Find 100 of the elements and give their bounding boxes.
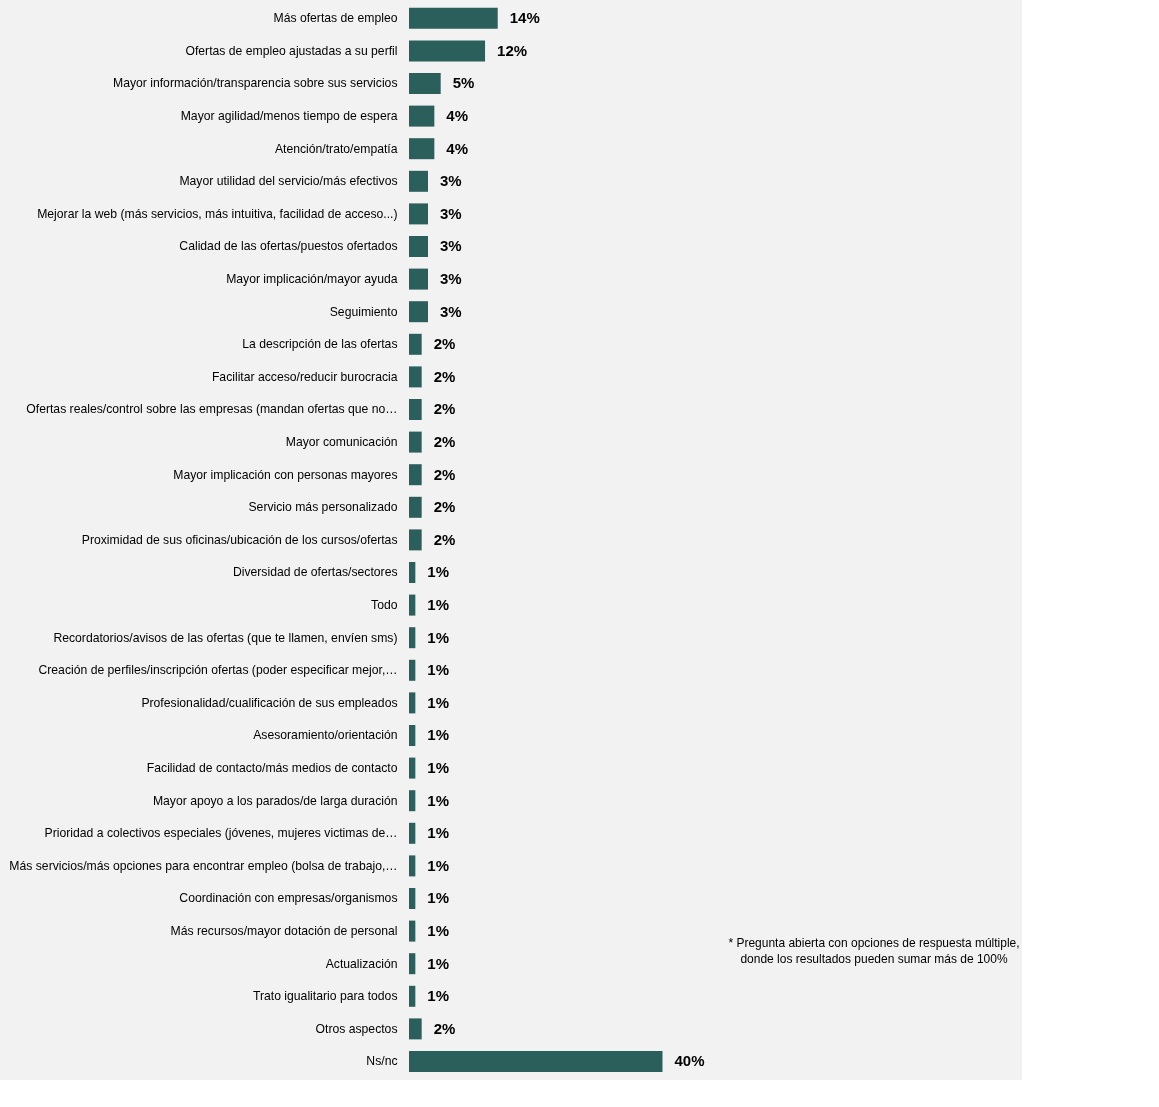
data-label: 2% bbox=[433, 498, 456, 516]
data-label: 1% bbox=[427, 759, 450, 777]
y-tick-label: Facilitar acceso/reducir burocracia bbox=[211, 369, 398, 384]
bar bbox=[409, 594, 416, 616]
y-tick-label: Mayor comunicación bbox=[285, 435, 398, 450]
y-tick-label: Proximidad de sus oficinas/ubicación de los cursos/ofertas bbox=[81, 532, 398, 547]
bar bbox=[409, 301, 429, 323]
y-tick-label: Mayor agilidad/menos tiempo de espera bbox=[180, 109, 398, 124]
y-tick-label: Calidad de las ofertas/puestos ofertados bbox=[179, 239, 398, 254]
bar bbox=[409, 822, 416, 844]
y-tick-label: Ns/nc bbox=[366, 1054, 398, 1069]
bar bbox=[409, 985, 416, 1007]
data-label: 1% bbox=[427, 596, 450, 614]
y-tick-label: Trato igualitario para todos bbox=[252, 989, 398, 1004]
data-label: 2% bbox=[433, 1019, 456, 1037]
data-label: 1% bbox=[427, 628, 450, 646]
bar bbox=[409, 790, 416, 812]
y-tick-label: Asesoramiento/orientación bbox=[253, 728, 398, 743]
data-label: 2% bbox=[433, 465, 456, 483]
y-tick-label: Mayor apoyo a los parados/de larga duración bbox=[152, 793, 398, 808]
data-label: 1% bbox=[427, 726, 450, 744]
y-tick-label: Más ofertas de empleo bbox=[273, 11, 398, 26]
bar bbox=[409, 659, 416, 681]
data-label: 1% bbox=[427, 889, 450, 907]
data-label: 3% bbox=[440, 302, 462, 320]
bar bbox=[409, 203, 429, 225]
y-tick-label: Ofertas reales/control sobre las empresas (mandan ofertas que no… bbox=[26, 402, 398, 417]
data-label: 40% bbox=[674, 1052, 705, 1070]
data-label: 2% bbox=[433, 367, 456, 385]
data-label: 2% bbox=[433, 335, 456, 353]
bar bbox=[409, 888, 416, 909]
y-tick-label: Todo bbox=[371, 598, 398, 613]
y-tick-label: Creación de perfiles/inscripción ofertas (poder especificar mejor,… bbox=[38, 663, 398, 678]
bar bbox=[409, 496, 422, 518]
bar bbox=[409, 333, 422, 355]
y-tick-label: Recordatorios/avisos de las ofertas (que te llamen, envíen sms) bbox=[53, 630, 398, 645]
y-tick-label: Otros aspectos bbox=[315, 1021, 398, 1036]
data-label: 1% bbox=[427, 693, 450, 711]
bar bbox=[409, 920, 416, 942]
bar bbox=[409, 953, 416, 975]
data-label: 1% bbox=[427, 987, 450, 1005]
bar bbox=[409, 366, 422, 388]
bar bbox=[409, 105, 435, 127]
y-tick-label: Profesionalidad/cualificación de sus empleados bbox=[141, 695, 398, 710]
data-label: 1% bbox=[427, 856, 450, 874]
y-tick-label: Prioridad a colectivos especiales (jóvenes, mujeres victimas de… bbox=[44, 826, 398, 841]
bar bbox=[409, 529, 422, 551]
y-tick-label: Ofertas de empleo ajustadas a su perfil bbox=[185, 43, 398, 58]
bar bbox=[409, 692, 416, 714]
bar bbox=[409, 138, 435, 160]
y-tick-label: Facilidad de contacto/más medios de contacto bbox=[146, 761, 398, 776]
data-label: 2% bbox=[433, 530, 456, 548]
bar bbox=[409, 399, 422, 420]
y-tick-label: Mayor utilidad del servicio/más efectivos bbox=[179, 174, 398, 189]
data-label: 12% bbox=[497, 41, 528, 59]
bar bbox=[409, 1051, 663, 1072]
y-tick-label: Más recursos/mayor dotación de personal bbox=[170, 924, 398, 939]
bar bbox=[409, 562, 416, 583]
y-tick-label: Atención/trato/empatía bbox=[274, 141, 398, 156]
bar bbox=[409, 431, 422, 453]
bar bbox=[409, 236, 429, 257]
y-tick-label: Mayor implicación con personas mayores bbox=[173, 467, 398, 482]
data-label: 3% bbox=[440, 237, 462, 255]
data-label: 3% bbox=[440, 204, 462, 222]
data-label: 1% bbox=[427, 661, 450, 679]
y-tick-label: Diversidad de ofertas/sectores bbox=[232, 565, 398, 580]
y-tick-label: Coordinación con empresas/organismos bbox=[179, 891, 398, 906]
bar bbox=[409, 464, 422, 486]
bar bbox=[409, 627, 416, 649]
bar bbox=[409, 7, 498, 29]
bar bbox=[409, 73, 441, 94]
data-label: 3% bbox=[440, 270, 462, 288]
bar bbox=[409, 1018, 422, 1040]
data-label: 5% bbox=[452, 74, 475, 92]
bar bbox=[409, 268, 429, 290]
data-label: 2% bbox=[433, 433, 456, 451]
bar bbox=[409, 40, 486, 62]
bar bbox=[409, 170, 429, 192]
data-label: 14% bbox=[509, 9, 540, 27]
y-tick-label: Mejorar la web (más servicios, más intuitiva, facilidad de acceso...) bbox=[37, 206, 398, 221]
data-label: 1% bbox=[427, 954, 450, 972]
y-tick-label: Seguimiento bbox=[329, 304, 398, 319]
bar bbox=[409, 757, 416, 779]
data-label: 1% bbox=[427, 824, 450, 842]
data-label: 3% bbox=[440, 172, 462, 190]
y-tick-label: Más servicios/más opciones para encontrar empleo (bolsa de trabajo,… bbox=[9, 858, 398, 873]
y-tick-label: La descripción de las ofertas bbox=[242, 337, 398, 352]
data-label: 2% bbox=[433, 400, 456, 418]
bar bbox=[409, 855, 416, 877]
y-tick-label: Mayor implicación/mayor ayuda bbox=[226, 272, 398, 287]
data-label: 4% bbox=[446, 139, 469, 157]
text: * Pregunta abierta con opciones de respuesta múltiple, donde los resultados pueden sumar más de 100% bbox=[728, 935, 1020, 966]
data-label: 1% bbox=[427, 791, 450, 809]
y-tick-label: Mayor información/transparencia sobre sus servicios bbox=[113, 76, 398, 91]
y-tick-label: Servicio más personalizado bbox=[248, 500, 398, 515]
bar bbox=[409, 725, 416, 746]
y-tick-label: Actualización bbox=[325, 956, 398, 971]
data-label: 1% bbox=[427, 922, 450, 940]
data-label: 4% bbox=[446, 107, 469, 125]
data-label: 1% bbox=[427, 563, 450, 581]
